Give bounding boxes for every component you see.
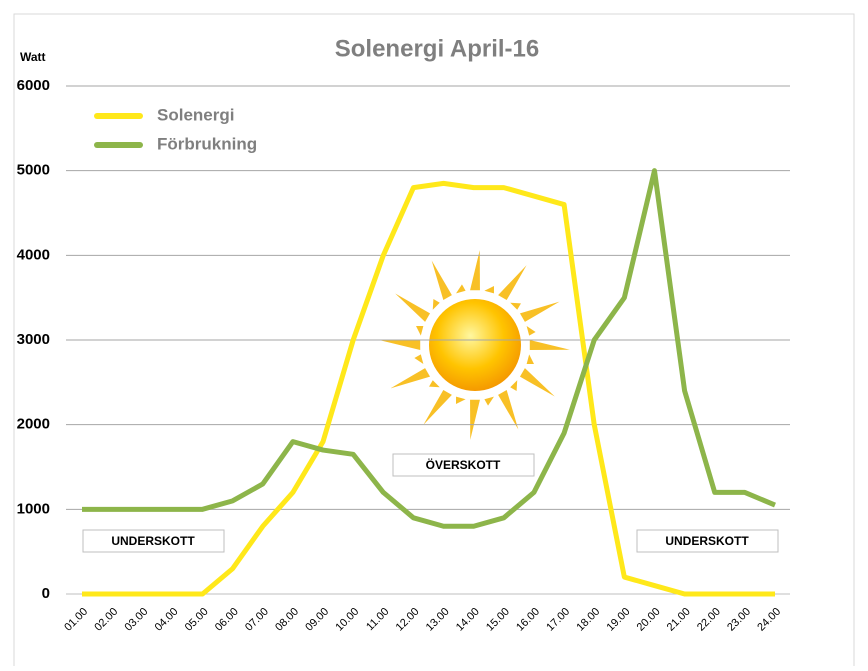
sun-ray [519, 301, 560, 322]
sun-ray [456, 284, 466, 294]
sun-ray [526, 326, 536, 336]
sun-ray [470, 250, 480, 291]
legend-label: Solenergi [157, 105, 234, 124]
sun-ray [390, 368, 431, 389]
sun-ray [510, 380, 518, 391]
sun-ray [431, 260, 452, 301]
sun-ray [432, 299, 440, 310]
sun-ray [423, 389, 452, 425]
y-tick-label: 2000 [17, 416, 50, 433]
y-tick-label: 0 [42, 585, 50, 602]
sun-ray [526, 354, 535, 365]
y-axis-label: Watt [20, 50, 46, 64]
sun-ray [429, 380, 440, 388]
sun-ray [529, 340, 570, 350]
annotation-text: UNDERSKOTT [665, 534, 749, 548]
sun-ray [519, 368, 555, 397]
chart-title: Solenergi April-16 [335, 35, 540, 62]
y-tick-label: 1000 [17, 500, 50, 517]
sun-disc [429, 299, 521, 391]
sun-ray [470, 399, 480, 440]
sun-ray [510, 302, 521, 310]
sun-ray [455, 396, 466, 405]
sun-ray [484, 285, 495, 294]
sun-ray [414, 354, 424, 364]
annotation-text: UNDERSKOTT [111, 534, 195, 548]
sun-ray [498, 389, 519, 430]
y-tick-label: 3000 [17, 331, 50, 348]
sun-ray [498, 265, 527, 301]
annotation-box [82, 529, 225, 553]
y-tick-label: 5000 [17, 162, 50, 179]
sun-ray [395, 293, 431, 322]
series-line [82, 180, 775, 597]
sun-ray [415, 325, 424, 336]
annotation-box [636, 529, 779, 553]
y-tick-label: 6000 [17, 77, 50, 94]
series-line [82, 168, 776, 529]
sun-ray [484, 396, 494, 406]
sun-ray [380, 340, 421, 350]
y-tick-label: 4000 [17, 246, 50, 263]
annotation-text: ÖVERSKOTT [426, 457, 501, 472]
annotation-box [392, 453, 535, 477]
legend-label: Förbrukning [157, 134, 257, 153]
sun-icon [380, 250, 570, 440]
